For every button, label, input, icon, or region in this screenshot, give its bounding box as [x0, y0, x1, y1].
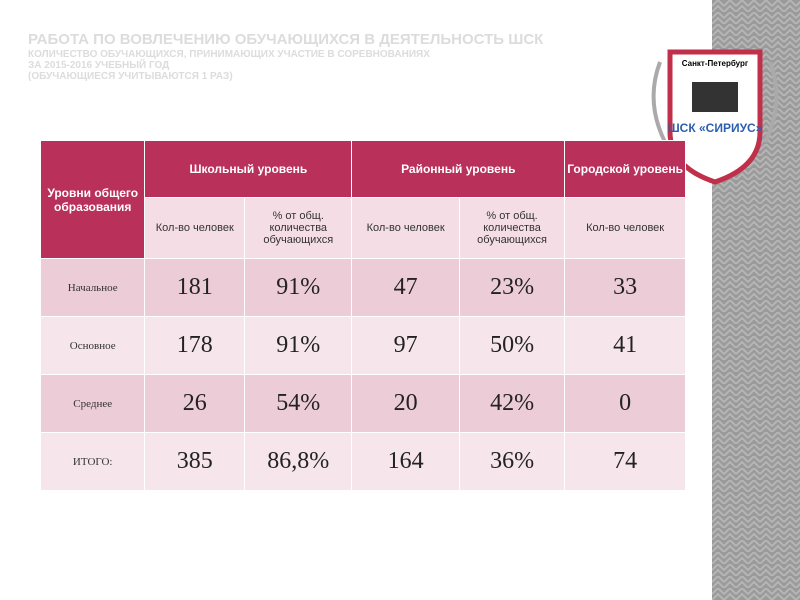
cell: 20: [351, 374, 460, 433]
title-line: (ОБУЧАЮЩИЕСЯ УЧИТЫВАЮТСЯ 1 РАЗ): [28, 70, 233, 82]
cell: 0: [564, 374, 686, 433]
cell: 74: [564, 432, 686, 491]
cell: 42%: [458, 374, 566, 433]
cell: 54%: [244, 374, 353, 433]
cell: 36%: [458, 432, 566, 491]
cell: 385: [144, 432, 246, 491]
group-header: Школьный уровень: [144, 140, 353, 198]
cell: 23%: [458, 258, 566, 317]
cell: 97: [351, 316, 460, 375]
title: РАБОТА ПО ВОВЛЕЧЕНИЮ ОБУЧАЮЩИХСЯ В ДЕЯТЕ…: [28, 31, 544, 82]
row-label: Среднее: [39, 374, 146, 433]
subheader: % от общ. количества обучающихся: [244, 197, 353, 259]
cell: 33: [564, 258, 686, 317]
subheader: Кол-во человек: [144, 197, 246, 259]
group-header: Городской уровень: [564, 140, 686, 198]
subheader: Кол-во человек: [351, 197, 460, 259]
row-label: ИТОГО:: [39, 432, 146, 491]
row-label: Основное: [39, 316, 146, 375]
row-label: Начальное: [39, 258, 146, 317]
table-row: Основное 178 91% 97 50% 41: [39, 316, 686, 375]
logo-name: ШСК «СИРИУС»: [668, 121, 763, 135]
cell: 181: [144, 258, 246, 317]
cell: 50%: [458, 316, 566, 375]
cell: 86,8%: [244, 432, 353, 491]
cell: 178: [144, 316, 246, 375]
cell: 26: [144, 374, 246, 433]
logo-school: Школа №334: [694, 155, 737, 162]
title-line: КОЛИЧЕСТВО ОБУЧАЮЩИХСЯ, ПРИНИМАЮЩИХ УЧАС…: [28, 48, 430, 60]
cell: 47: [351, 258, 460, 317]
table-row: Начальное 181 91% 47 23% 33: [39, 258, 686, 317]
cell: 91%: [244, 316, 353, 375]
table-row: Среднее 26 54% 20 42% 0: [39, 374, 686, 433]
subheader-row: Кол-во человек% от общ. количества обуча…: [41, 197, 686, 259]
title-line: ЗА 2015-2016 УЧЕБНЫЙ ГОД: [28, 59, 170, 71]
cell: 91%: [244, 258, 353, 317]
title-line: РАБОТА ПО ВОВЛЕЧЕНИЮ ОБУЧАЮЩИХСЯ В ДЕЯТЕ…: [28, 31, 544, 48]
table-row: ИТОГО: 385 86,8% 164 36% 74: [39, 432, 686, 491]
data-table: Уровни общего образования Школьный урове…: [39, 140, 686, 491]
logo: Санкт-Петербург ШСК «СИРИУС» Школа №334: [651, 49, 779, 185]
cell: 164: [351, 432, 460, 491]
corner-header: Уровни общего образования: [39, 140, 146, 259]
cell: 41: [564, 316, 686, 375]
group-header: Районный уровень: [351, 140, 566, 198]
subheader: % от общ. количества обучающихся: [458, 197, 566, 259]
logo-city: Санкт-Петербург: [682, 59, 749, 68]
subheader: Кол-во человек: [564, 197, 686, 259]
